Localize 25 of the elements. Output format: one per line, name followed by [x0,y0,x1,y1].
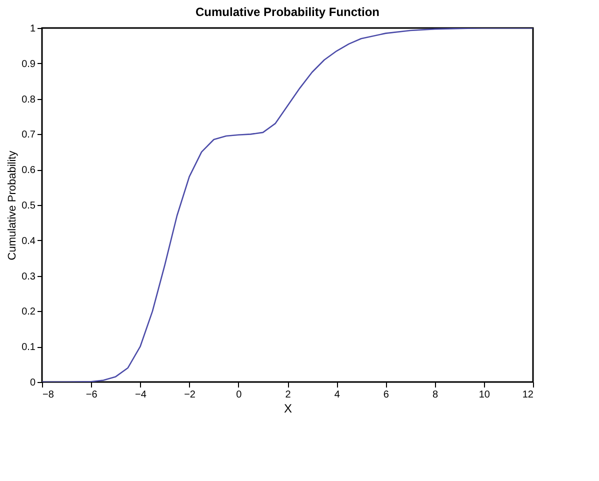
x-tick-label: 12 [522,390,534,400]
x-tick-label: 6 [383,390,390,400]
y-tick-label: 0.4 [22,236,36,247]
y-axis-title: Cumulative Probability [6,150,19,260]
y-tick-label: 0 [30,378,36,388]
x-tick-label: 0 [236,390,242,400]
y-tick-label: 0.8 [22,94,36,106]
y-tick-label: 0.2 [22,306,36,318]
x-tick-label: −6 [86,390,98,400]
x-tick-label: 8 [432,390,439,400]
x-tick-label: −4 [134,390,147,400]
y-tick-label: 1 [30,24,36,34]
x-tick-label: 2 [285,390,292,400]
x-tick-label: 10 [478,390,490,400]
chart-title: Cumulative Probability Function [195,5,380,19]
x-tick-label: 4 [334,390,340,400]
y-tick-label: 0.5 [22,200,36,212]
x-tick-label: −8 [42,390,54,400]
x-tick-label: −2 [184,390,196,400]
y-tick-label: 0.7 [22,130,36,141]
y-tick-label: 0.9 [22,58,36,70]
y-tick-label: 0.3 [22,271,36,282]
y-tick-label: 0.6 [22,165,36,176]
y-tick-label: 0.1 [22,342,36,354]
x-axis-title: X [284,402,292,416]
